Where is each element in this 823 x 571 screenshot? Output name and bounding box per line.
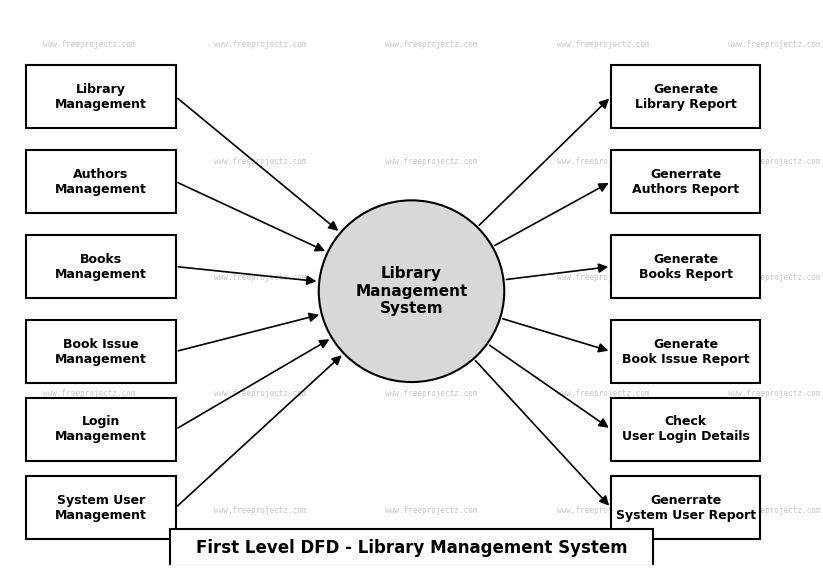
Text: www.freeprojectz.com: www.freeprojectz.com	[557, 156, 649, 166]
Text: www.freeprojectz.com: www.freeprojectz.com	[43, 273, 135, 282]
Text: www.freeprojectz.com: www.freeprojectz.com	[43, 40, 135, 49]
Text: First Level DFD - Library Management System: First Level DFD - Library Management Sys…	[196, 539, 627, 557]
Text: Book Issue
Management: Book Issue Management	[55, 337, 147, 365]
Text: www.freeprojectz.com: www.freeprojectz.com	[385, 506, 478, 515]
Text: www.freeprojectz.com: www.freeprojectz.com	[557, 506, 649, 515]
Text: Library
Management
System: Library Management System	[356, 266, 467, 316]
Bar	[611, 476, 760, 539]
Text: www.freeprojectz.com: www.freeprojectz.com	[43, 156, 135, 166]
Bar	[170, 529, 653, 566]
Ellipse shape	[319, 200, 504, 382]
Text: System User
Management: System User Management	[55, 494, 147, 522]
Text: www.freeprojectz.com: www.freeprojectz.com	[214, 389, 306, 399]
Text: www.freeprojectz.com: www.freeprojectz.com	[43, 389, 135, 399]
Text: www.freeprojectz.com: www.freeprojectz.com	[557, 389, 649, 399]
Text: www.freeprojectz.com: www.freeprojectz.com	[728, 156, 821, 166]
Bar	[26, 476, 175, 539]
Bar	[611, 150, 760, 213]
Text: www.freeprojectz.com: www.freeprojectz.com	[385, 273, 478, 282]
Text: Check
User Login Details: Check User Login Details	[622, 415, 750, 443]
Bar	[26, 235, 175, 298]
Text: Generate
Books Report: Generate Books Report	[639, 252, 732, 280]
Bar	[611, 65, 760, 128]
Text: www.freeprojectz.com: www.freeprojectz.com	[728, 273, 821, 282]
Text: www.freeprojectz.com: www.freeprojectz.com	[385, 40, 478, 49]
Bar	[26, 320, 175, 383]
Text: www.freeprojectz.com: www.freeprojectz.com	[557, 40, 649, 49]
Text: Generate
Library Report: Generate Library Report	[635, 83, 737, 111]
Bar	[611, 398, 760, 461]
Bar	[26, 150, 175, 213]
Text: Library
Management: Library Management	[55, 83, 147, 111]
Text: www.freeprojectz.com: www.freeprojectz.com	[385, 156, 478, 166]
Text: www.freeprojectz.com: www.freeprojectz.com	[385, 389, 478, 399]
Text: www.freeprojectz.com: www.freeprojectz.com	[214, 506, 306, 515]
Text: www.freeprojectz.com: www.freeprojectz.com	[557, 273, 649, 282]
Text: Books
Management: Books Management	[55, 252, 147, 280]
Bar	[611, 235, 760, 298]
Text: www.freeprojectz.com: www.freeprojectz.com	[43, 506, 135, 515]
Text: Login
Management: Login Management	[55, 415, 147, 443]
Text: www.freeprojectz.com: www.freeprojectz.com	[728, 389, 821, 399]
Text: Generate
Book Issue Report: Generate Book Issue Report	[622, 337, 750, 365]
Text: Authors
Management: Authors Management	[55, 167, 147, 196]
Bar	[26, 65, 175, 128]
Text: www.freeprojectz.com: www.freeprojectz.com	[214, 40, 306, 49]
Bar	[26, 398, 175, 461]
Text: www.freeprojectz.com: www.freeprojectz.com	[728, 506, 821, 515]
Text: www.freeprojectz.com: www.freeprojectz.com	[214, 156, 306, 166]
Bar	[611, 320, 760, 383]
Text: Generrate
Authors Report: Generrate Authors Report	[632, 167, 739, 196]
Text: Generrate
System User Report: Generrate System User Report	[616, 494, 756, 522]
Text: www.freeprojectz.com: www.freeprojectz.com	[728, 40, 821, 49]
Text: www.freeprojectz.com: www.freeprojectz.com	[214, 273, 306, 282]
